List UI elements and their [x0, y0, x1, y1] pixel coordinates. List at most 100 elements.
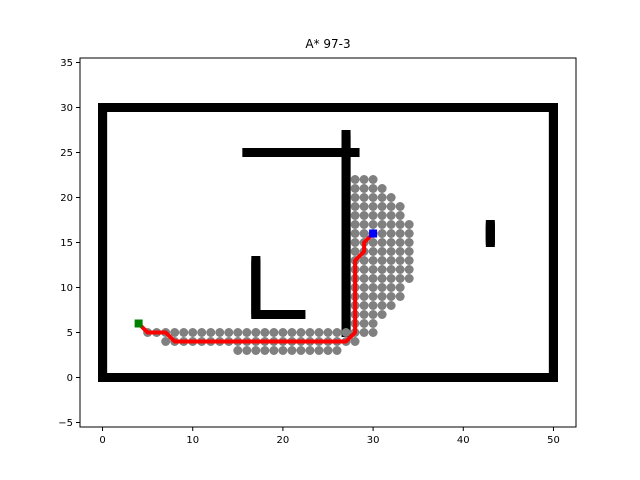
explored-node	[359, 319, 369, 328]
explored-node	[314, 328, 324, 337]
explored-node	[359, 256, 369, 265]
explored-node	[206, 328, 216, 337]
explored-node	[233, 328, 243, 337]
obstacle-wall	[242, 148, 360, 157]
explored-node	[359, 292, 369, 301]
x-tick-label: 50	[547, 435, 560, 446]
explored-node	[386, 238, 396, 247]
obstacle-point	[350, 148, 360, 157]
explored-node	[350, 229, 360, 238]
explored-node	[350, 184, 360, 193]
explored-node	[296, 346, 306, 355]
explored-node	[350, 202, 360, 211]
explored-node	[323, 346, 333, 355]
explored-node	[386, 292, 396, 301]
explored-node	[368, 301, 378, 310]
explored-node	[323, 328, 333, 337]
explored-node	[350, 220, 360, 229]
explored-node	[251, 346, 261, 355]
explored-node	[251, 328, 261, 337]
explored-node	[305, 328, 315, 337]
explored-node	[296, 328, 306, 337]
explored-node	[377, 301, 387, 310]
explored-node	[332, 346, 342, 355]
explored-node	[224, 328, 234, 337]
x-tick-label: 0	[99, 435, 105, 446]
y-axis: −5 0 5 10 15 20 25 30 35	[58, 58, 80, 429]
y-tick-label: 10	[60, 283, 73, 294]
explored-node	[386, 265, 396, 274]
goal-marker	[369, 229, 378, 238]
explored-node	[332, 328, 342, 337]
obstacle-wall	[251, 310, 306, 319]
obstacle-wall	[98, 103, 558, 112]
y-tick-label: −5	[58, 418, 73, 429]
y-tick-label: 35	[60, 58, 73, 69]
explored-node	[359, 220, 369, 229]
explored-node	[350, 211, 360, 220]
explored-node	[368, 202, 378, 211]
obstacle-wall	[548, 103, 558, 382]
explored-node	[404, 238, 414, 247]
explored-node	[404, 256, 414, 265]
explored-node	[359, 184, 369, 193]
explored-node	[386, 202, 396, 211]
explored-node	[386, 220, 396, 229]
explored-node	[359, 265, 369, 274]
explored-node	[368, 238, 378, 247]
explored-node	[269, 328, 279, 337]
explored-node	[314, 346, 324, 355]
obstacle-point	[341, 130, 351, 139]
explored-node	[368, 220, 378, 229]
explored-node	[395, 220, 405, 229]
explored-node	[395, 202, 405, 211]
explored-node	[395, 265, 405, 274]
explored-node	[377, 238, 387, 247]
plot-area	[98, 103, 558, 382]
explored-node	[170, 328, 180, 337]
explored-node	[287, 346, 297, 355]
explored-node	[404, 229, 414, 238]
explored-node	[242, 328, 252, 337]
explored-node	[404, 247, 414, 256]
explored-node	[386, 247, 396, 256]
explored-node	[377, 256, 387, 265]
explored-node	[368, 283, 378, 292]
explored-node	[386, 301, 396, 310]
explored-node	[260, 328, 270, 337]
explored-node	[359, 310, 369, 319]
explored-node	[368, 292, 378, 301]
explored-node	[377, 310, 387, 319]
y-tick-label: 0	[67, 373, 73, 384]
explored-node	[368, 265, 378, 274]
explored-node	[395, 238, 405, 247]
chart-title: A* 97-3	[305, 37, 350, 51]
explored-node	[395, 292, 405, 301]
explored-node	[377, 265, 387, 274]
explored-node	[368, 175, 378, 184]
explored-node	[368, 256, 378, 265]
explored-node	[242, 346, 252, 355]
explored-node	[377, 274, 387, 283]
explored-node	[395, 283, 405, 292]
path-layer	[136, 231, 376, 344]
obstacle-wall	[98, 373, 558, 382]
obstacle-point	[98, 103, 108, 112]
obstacle-wall	[251, 256, 261, 319]
explored-node	[368, 274, 378, 283]
explored-node	[350, 247, 360, 256]
explored-node	[359, 229, 369, 238]
explored-node	[359, 283, 369, 292]
explored-node	[359, 301, 369, 310]
explored-node	[359, 202, 369, 211]
marker-layer	[134, 229, 378, 328]
explored-node	[368, 193, 378, 202]
explored-node	[386, 229, 396, 238]
explored-node	[386, 274, 396, 283]
explored-node	[404, 220, 414, 229]
obstacle-wall	[341, 130, 351, 337]
obstacle-layer	[98, 103, 558, 382]
explored-node	[215, 328, 225, 337]
explored-node	[359, 211, 369, 220]
